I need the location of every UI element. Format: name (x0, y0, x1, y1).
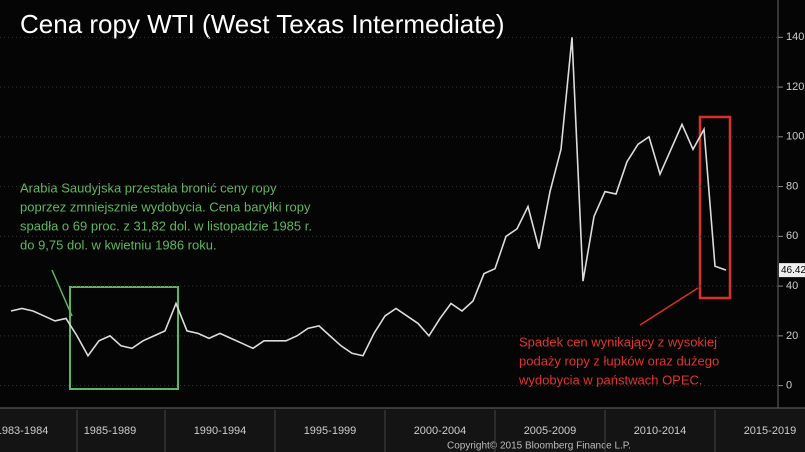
y-tick-label: 80 (786, 180, 798, 192)
y-tick-label: 20 (786, 330, 798, 342)
annotation: do 9,75 dol. w kwietniu 1986 roku. (20, 237, 217, 252)
x-tick-label: 1983-1984 (0, 425, 48, 437)
arrow (639, 287, 699, 326)
annotation: wydobycia w państwach OPEC. (518, 372, 703, 387)
source: Copyright© 2015 Bloomberg Finance L.P. (447, 441, 631, 452)
y-tick-label: 120 (786, 81, 804, 93)
arrow (51, 269, 73, 317)
x-tick-label: 1990-1994 (194, 425, 247, 437)
y-tick-label: 100 (786, 131, 804, 143)
x-tick-label: 2010-2014 (634, 425, 687, 437)
annotation: podaży ropy z łupków oraz dużego (519, 353, 719, 368)
annotation: Arabia Saudyjska przestała bronić ceny r… (20, 180, 277, 195)
x-tick-label: 1995-1999 (304, 425, 357, 437)
highlight-box (69, 286, 179, 390)
last-value-box (779, 263, 805, 278)
x-tick-label: 2000-2004 (414, 425, 467, 437)
highlight-box (698, 115, 732, 300)
y-tick-label: 40 (786, 280, 798, 292)
x-tick-label: 1985-1989 (84, 425, 137, 437)
y-tick-label: 0 (786, 380, 792, 392)
price-line (10, 37, 727, 358)
annotation: spadła o 69 proc. z 31,82 dol. w listopa… (20, 218, 312, 233)
last-value-label: 46.42 (781, 265, 805, 276)
chart-title: Cena ropy WTI (West Texas Intermediate) (20, 9, 505, 39)
x-tick-label: 2005-2009 (524, 425, 577, 437)
x-axis-band (0, 408, 805, 452)
y-tick-label: 140 (786, 31, 804, 43)
y-tick-label: 60 (786, 230, 798, 242)
x-tick-label: 2015-2019 (744, 425, 797, 437)
annotation: Spadek cen wynikający z wysokiej (519, 334, 717, 349)
annotation: poprzez zmniejsznie wydobycia. Cena bary… (20, 199, 311, 214)
